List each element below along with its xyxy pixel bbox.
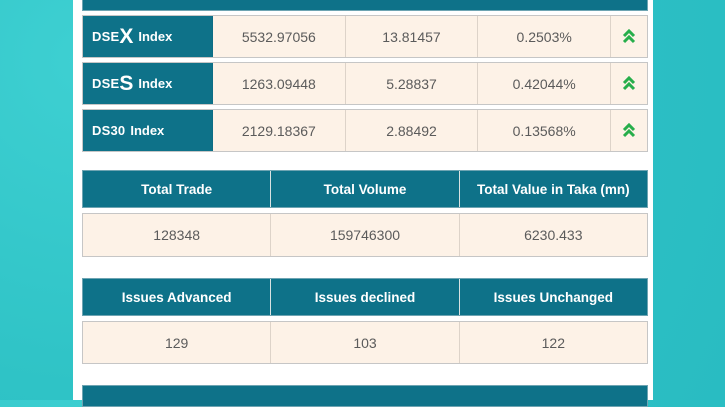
total-volume-header: Total Volume [270,171,458,207]
issues-declined-header: Issues declined [270,279,458,315]
index-change: 2.88492 [344,110,478,151]
double-chevron-up-icon [622,29,636,44]
top-teal-bar [82,0,648,11]
trend-up-cell [610,63,647,104]
trend-up-cell [610,16,647,57]
total-volume-value: 159746300 [270,214,458,256]
total-value-value: 6230.433 [458,214,647,256]
index-row-dsex: DSE X Index 5532.97056 13.81457 0.2503% [82,15,648,58]
trend-up-cell [610,110,647,151]
content-panel: DSE X Index 5532.97056 13.81457 0.2503% DS… [73,0,653,407]
issues-unchanged-value: 122 [458,322,647,363]
index-row-ds30: DS30 Index 2129.18367 2.88492 0.13568% [82,109,648,152]
bottom-teal-bar [82,385,648,407]
issues-unchanged-header: Issues Unchanged [458,279,647,315]
index-name-suffix: Index [130,123,165,138]
index-change: 5.28837 [344,63,478,104]
issues-summary-values: 129 103 122 [82,321,648,364]
index-value: 1263.09448 [241,75,316,92]
total-value-header: Total Value in Taka (mn) [458,171,647,207]
trade-summary-header: Total Trade Total Volume Total Value in … [82,170,648,208]
index-percent: 0.13568% [477,110,610,151]
index-row-dses: DSE S Index 1263.09448 5.28837 0.42044% [82,62,648,105]
index-name-suffix: Index [138,29,173,44]
total-trade-header: Total Trade [141,181,213,197]
index-name-prefix: DSE [92,76,120,91]
index-name-prefix: DSE [92,29,120,44]
issues-declined-value: 103 [270,322,458,363]
double-chevron-up-icon [622,76,636,91]
index-change: 13.81457 [344,16,478,57]
index-percent: 0.2503% [477,16,610,57]
index-value: 5532.97056 [241,28,316,45]
index-name-suffix: Index [138,76,173,91]
issues-advanced-header: Issues Advanced [121,289,232,305]
index-name-big-letter: S [119,72,134,95]
index-value: 2129.18367 [241,122,316,139]
double-chevron-up-icon [622,123,636,138]
issues-advanced-value: 129 [164,334,189,351]
total-trade-value: 128348 [153,227,201,243]
trade-summary-values: 128348 159746300 6230.433 [82,213,648,257]
index-name-dsex: DSE X Index [83,16,213,57]
index-percent: 0.42044% [477,63,610,104]
index-name-prefix: DS30 [92,123,126,138]
index-name-ds30: DS30 Index [83,110,213,151]
index-name-dses: DSE S Index [83,63,213,104]
index-name-big-letter: X [119,25,134,48]
issues-summary-header: Issues Advanced Issues declined Issues U… [82,278,648,316]
